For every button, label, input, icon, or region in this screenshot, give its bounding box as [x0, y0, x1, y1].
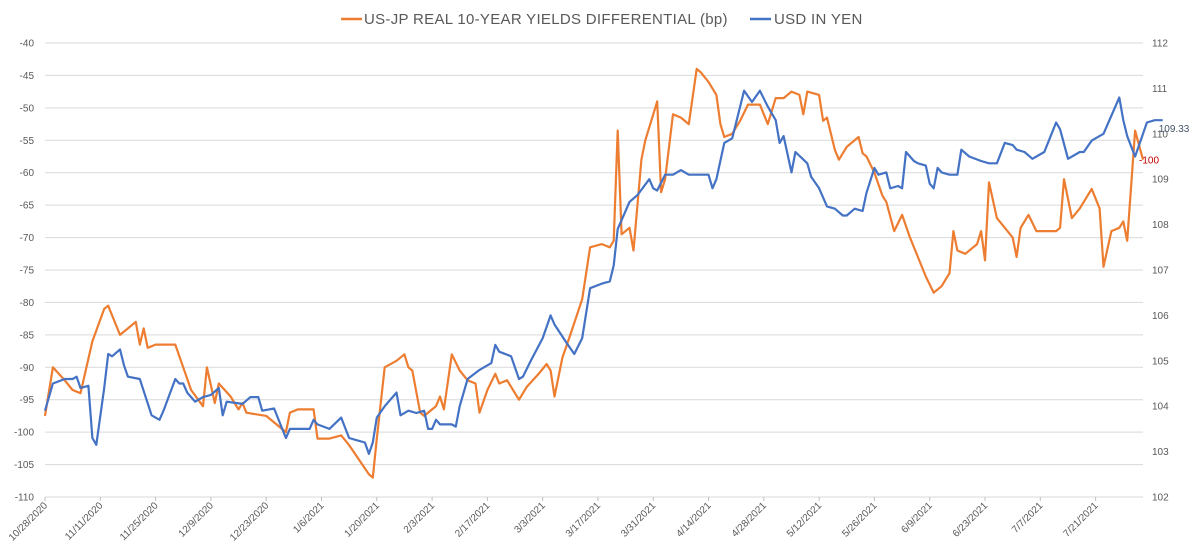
series-end-label-1: -100 [1139, 156, 1159, 167]
y-axis-right: 112 111 110 109 108 107 106 105 104 103 102 [1152, 39, 1169, 504]
x-tick-label: 4/28/2021 [730, 500, 770, 540]
y-left-tick-label: -60 [20, 168, 35, 179]
x-tick-label: 6/23/2021 [951, 500, 991, 540]
x-tick-label: 7/21/2021 [1061, 500, 1101, 540]
x-tick-label: 6/9/2021 [900, 500, 936, 536]
x-tick-label: 10/28/2020 [7, 500, 50, 543]
x-tick-label: 2/3/2021 [402, 500, 438, 536]
y-left-tick-label: -105 [14, 460, 34, 471]
y-left-tick-label: -110 [15, 493, 35, 504]
x-tick-label: 4/14/2021 [674, 500, 714, 540]
y-left-tick-label: -75 [20, 266, 35, 277]
end-labels: -100 109.33 [1139, 124, 1190, 167]
y-right-tick-label: 104 [1152, 402, 1169, 413]
x-tick-label: 11/11/2020 [63, 500, 105, 542]
x-tick-label: 12/23/2020 [228, 500, 271, 543]
y-right-tick-label: 102 [1152, 493, 1169, 504]
y-right-tick-label: 105 [1152, 356, 1169, 367]
x-tick-label: 11/25/2020 [118, 500, 161, 543]
series-line-2 [43, 89, 1163, 455]
x-tick-label: 5/26/2021 [840, 500, 880, 540]
y-left-tick-label: -90 [20, 363, 35, 374]
y-left-tick-label: -80 [20, 298, 35, 309]
y-right-tick-label: 110 [1152, 129, 1168, 140]
legend-label-2: USD IN YEN [774, 11, 863, 28]
y-right-tick-label: 112 [1152, 39, 1168, 50]
x-tick-label: 7/7/2021 [1010, 500, 1046, 536]
y-left-tick-label: -85 [20, 330, 35, 341]
y-left-tick-label: -70 [20, 233, 35, 244]
y-right-tick-label: 103 [1152, 447, 1169, 458]
legend-label-1: US-JP REAL 10-YEAR YIELDS DIFFERENTIAL (… [364, 11, 728, 28]
x-tick-label: 5/12/2021 [785, 500, 825, 540]
y-left-tick-label: -45 [20, 71, 35, 82]
y-left-tick-label: -65 [20, 201, 35, 212]
series-line-1 [43, 67, 1145, 479]
y-right-tick-label: 109 [1152, 175, 1169, 186]
y-left-tick-label: -50 [20, 103, 35, 114]
x-tick-label: 1/6/2021 [291, 500, 327, 536]
y-right-tick-label: 111 [1152, 84, 1168, 95]
y-right-tick-label: 106 [1152, 311, 1169, 322]
x-tick-label: 3/31/2021 [619, 500, 659, 540]
series-end-label-2: 109.33 [1159, 124, 1190, 135]
x-tick-label: 3/3/2021 [512, 500, 548, 536]
y-axis-left: -40 -45 -50 -55 -60 -65 -70 -75 -80 -85 -90 -95 -100… [14, 39, 34, 504]
legend: US-JP REAL 10-YEAR YIELDS DIFFERENTIAL (… [341, 11, 863, 28]
x-axis: 10/28/2020 11/11/2020 11/25/2020 12/9/2020 1… [7, 497, 1101, 544]
x-tick-label: 12/9/2020 [177, 500, 217, 540]
y-left-tick-label: -100 [14, 428, 34, 439]
gridlines [45, 42, 1143, 498]
x-tick-label: 2/17/2021 [453, 500, 493, 540]
x-tick-label: 3/17/2021 [564, 500, 604, 540]
y-left-tick-label: -40 [20, 39, 35, 50]
x-tick-label: 1/20/2021 [343, 500, 383, 540]
y-right-tick-label: 108 [1152, 220, 1169, 231]
series-lines [43, 67, 1163, 479]
y-right-tick-label: 107 [1152, 266, 1169, 277]
y-left-tick-label: -95 [20, 395, 35, 406]
y-left-tick-label: -55 [20, 136, 35, 147]
